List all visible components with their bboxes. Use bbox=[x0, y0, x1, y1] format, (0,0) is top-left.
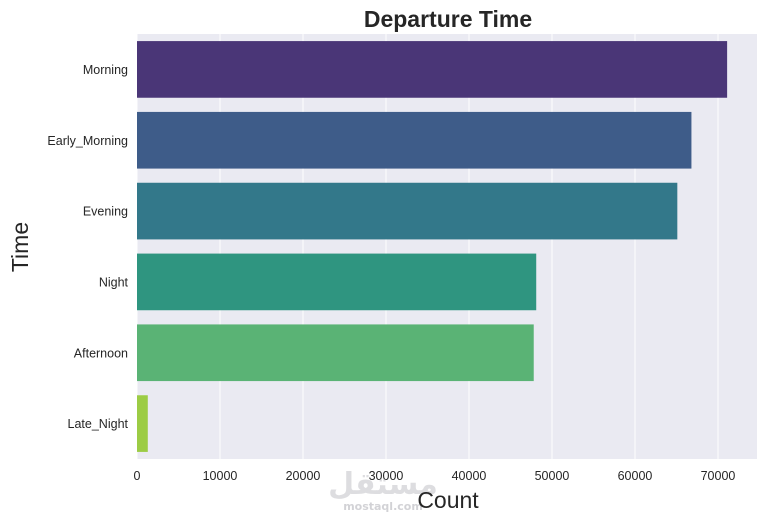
plot-area bbox=[137, 34, 757, 459]
bar-night bbox=[137, 253, 537, 311]
bar-evening bbox=[137, 182, 678, 240]
watermark-logo: مستقل bbox=[328, 467, 438, 502]
grid-lines bbox=[136, 34, 719, 459]
x-tick-labels: 0 10000 20000 30000 40000 50000 60000 70000 bbox=[134, 469, 736, 483]
x-tick-label: 20000 bbox=[286, 469, 321, 483]
x-tick-label: 50000 bbox=[535, 469, 570, 483]
watermark-url: mostaql.com bbox=[343, 500, 423, 513]
x-tick-label: 70000 bbox=[701, 469, 736, 483]
y-axis-label: Time bbox=[7, 222, 33, 272]
y-tick-label: Early_Morning bbox=[47, 134, 128, 148]
bar-early-morning bbox=[137, 111, 692, 169]
y-tick-label: Afternoon bbox=[74, 346, 128, 360]
x-tick-label: 10000 bbox=[203, 469, 238, 483]
y-tick-label: Night bbox=[99, 275, 129, 289]
x-tick-label: 60000 bbox=[618, 469, 653, 483]
bar-late-night bbox=[137, 395, 148, 452]
y-tick-labels: Morning Early_Morning Evening Night Afternoo… bbox=[47, 63, 128, 431]
bars bbox=[137, 41, 728, 452]
y-tick-label: Morning bbox=[83, 63, 128, 77]
y-tick-label: Late_Night bbox=[68, 417, 129, 431]
x-tick-label: 0 bbox=[134, 469, 141, 483]
y-tick-label: Evening bbox=[83, 205, 128, 219]
x-tick-label: 30000 bbox=[369, 469, 404, 483]
bar-afternoon bbox=[137, 324, 534, 382]
bar-morning bbox=[137, 41, 728, 98]
x-tick-label: 40000 bbox=[452, 469, 487, 483]
chart-title: Departure Time bbox=[364, 6, 532, 32]
x-axis-label: Count bbox=[417, 487, 479, 513]
